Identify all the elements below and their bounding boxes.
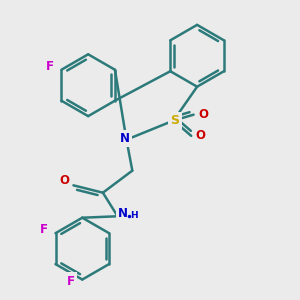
- Text: O: O: [59, 174, 69, 188]
- Text: F: F: [67, 274, 74, 287]
- Text: H: H: [130, 211, 138, 220]
- Text: F: F: [46, 60, 54, 73]
- Text: N: N: [118, 207, 128, 220]
- Text: N: N: [120, 132, 130, 145]
- Text: S: S: [170, 114, 179, 127]
- Text: F: F: [40, 223, 48, 236]
- Text: O: O: [198, 108, 208, 121]
- Text: O: O: [196, 129, 206, 142]
